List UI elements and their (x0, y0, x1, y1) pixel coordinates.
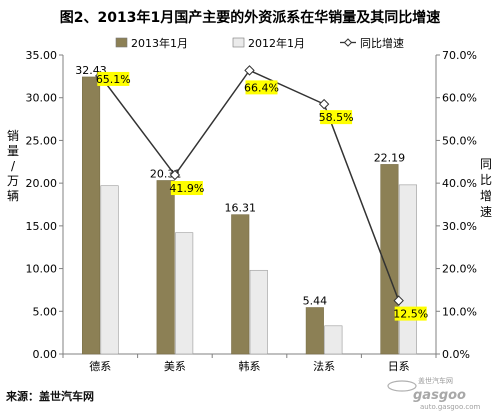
y-tick-right: 10.0% (442, 305, 477, 318)
bar-2013 (82, 76, 101, 355)
legend-swatch-1 (115, 37, 128, 48)
growth-marker (318, 98, 330, 110)
bar-2012 (249, 269, 268, 355)
y-tick-right: 40.0% (442, 177, 477, 190)
source-note: 来源：盖世汽车网 (5, 389, 94, 403)
bar-value-label: 22.19 (374, 151, 406, 164)
y-tick-right: 70.0% (442, 49, 477, 62)
growth-label-bg (320, 110, 353, 125)
legend-swatch-2 (232, 37, 245, 48)
growth-label-bg (97, 71, 130, 86)
bar-2012 (324, 325, 343, 355)
growth-marker (244, 65, 255, 76)
watermark-swoosh (387, 380, 417, 392)
x-tick-label: 韩系 (239, 359, 261, 373)
y-axis-title-left: 量 (7, 144, 19, 158)
bar-value-label: 5.44 (303, 295, 328, 308)
y-tick-right: 50.0% (442, 134, 477, 147)
legend-label-3: 同比增速 (360, 36, 404, 50)
y-axis-title-left: 辆 (7, 189, 19, 203)
bar-2013 (156, 180, 175, 355)
watermark-url: auto.gasgoo.com (420, 403, 480, 411)
bar-2012 (175, 232, 194, 355)
growth-label: 12.5% (393, 308, 428, 321)
growth-label-bg (394, 306, 427, 321)
y-axis-title-right: 增 (480, 189, 492, 203)
y-axis-title-right: 同 (480, 157, 492, 171)
y-tick-right: 0.0% (442, 348, 470, 361)
x-tick-label: 德系 (89, 359, 111, 373)
y-axis-title-right: 比 (480, 173, 492, 187)
growth-marker (393, 295, 404, 306)
y-tick-left: 5.00 (33, 305, 58, 318)
growth-label-bg (170, 181, 203, 196)
growth-label: 41.9% (169, 182, 204, 195)
y-tick-left: 35.00 (26, 49, 58, 62)
x-tick-label: 美系 (164, 360, 186, 373)
y-tick-left: 0.00 (33, 348, 58, 361)
bar-2013 (380, 164, 399, 355)
bar-2013 (305, 307, 324, 355)
y-tick-left: 20.00 (26, 177, 58, 190)
bar-value-label: 16.31 (225, 202, 257, 215)
y-axis-title-right: 速 (480, 205, 492, 219)
bar-2012 (100, 185, 119, 355)
watermark-brand: gasgoo (413, 388, 466, 403)
legend-label-1: 2013年1月 (131, 36, 188, 50)
y-tick-right: 30.0% (442, 220, 477, 233)
legend-label-2: 2012年1月 (248, 36, 305, 50)
watermark-sub: 盖世汽车网 (418, 376, 453, 385)
y-tick-right: 60.0% (442, 92, 477, 105)
growth-marker (169, 169, 181, 181)
legend-marker (343, 38, 353, 47)
chart-title: 图2、2013年1月国产主要的外资派系在华销量及其同比增速 (60, 9, 440, 26)
growth-label: 58.5% (319, 111, 354, 124)
bar-2013 (231, 214, 250, 355)
x-tick-label: 日系 (388, 360, 410, 373)
y-axis-title-left: 销 (7, 129, 19, 143)
x-tick-label: 法系 (313, 359, 335, 373)
y-axis-title-left: / (11, 159, 16, 173)
growth-label: 65.1% (96, 73, 131, 86)
growth-label: 66.4% (244, 81, 279, 94)
y-tick-left: 10.00 (26, 263, 58, 276)
y-tick-left: 15.00 (26, 220, 58, 233)
growth-line (99, 69, 400, 301)
y-tick-left: 30.00 (26, 92, 58, 105)
growth-label-bg (245, 80, 278, 95)
y-tick-left: 25.00 (26, 134, 58, 147)
y-axis-title-left: 万 (7, 174, 19, 188)
y-tick-right: 20.0% (442, 263, 477, 276)
bar-2012 (398, 184, 418, 355)
